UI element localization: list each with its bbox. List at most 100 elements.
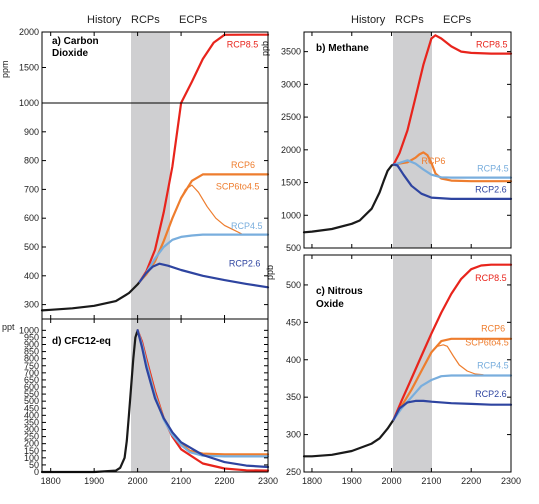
co2-ytick-label-800: 800 xyxy=(24,156,39,166)
cfc12-ytick-label-800: 800 xyxy=(24,354,39,364)
cfc12-ytick-label-950: 950 xyxy=(24,332,39,342)
ch4-line-rcp4-5 xyxy=(392,159,513,179)
cfc12-xtick-label-2000: 2000 xyxy=(128,476,148,486)
co2-ytick-label-900: 900 xyxy=(24,127,39,137)
co2-series-lines xyxy=(40,33,270,312)
n2o-label-scp6to4-5: SCP6to4.5 xyxy=(465,338,509,348)
co2-line-scp6to4-5 xyxy=(180,184,243,235)
cfc12-xtick-label-1900: 1900 xyxy=(84,476,104,486)
co2-label-rcp8-5: RCP8.5 xyxy=(227,40,259,50)
cfc12-xtick-label-2300: 2300 xyxy=(258,476,278,486)
n2o-ytick-label-450: 450 xyxy=(286,317,301,327)
panel-cfc12: 0501001502002503003504004505005506006507… xyxy=(2,318,278,486)
ch4-ytick-label-3000: 3000 xyxy=(281,79,301,89)
cfc12-ytick-label-250: 250 xyxy=(24,432,39,442)
cfc12-series-lines xyxy=(40,329,270,474)
co2-ylabel: ppm xyxy=(0,60,10,78)
cfc12-ytick-label-0: 0 xyxy=(34,467,39,477)
n2o-ylabel: ppb xyxy=(265,265,275,280)
co2-ytick-label-1000: 1000 xyxy=(19,98,39,108)
cfc12-ylabel: ppt xyxy=(2,322,15,332)
n2o-series-labels: RCP8.5 RCP6 SCP6to4.5 RCP4.5 RCP2.6 xyxy=(465,273,509,399)
n2o-xtick-label-2200: 2200 xyxy=(461,476,481,486)
period-label-history-right: History xyxy=(351,14,386,26)
co2-rcp-band xyxy=(131,32,170,319)
n2o-line-scp6to4-5 xyxy=(430,344,484,376)
n2o-xtick-label-2300: 2300 xyxy=(501,476,521,486)
n2o-ytick-label-350: 350 xyxy=(286,392,301,402)
ch4-series-lines xyxy=(302,34,513,234)
ch4-label-rcp8-5: RCP8.5 xyxy=(476,40,508,50)
co2-ytick-label-600: 600 xyxy=(24,213,39,223)
ch4-rcp-band xyxy=(393,32,432,248)
ch4-frame xyxy=(303,31,512,249)
cfc12-xtick-label-2100: 2100 xyxy=(171,476,191,486)
ch4-ytick-label-2000: 2000 xyxy=(281,145,301,155)
cfc12-ytick-label-300: 300 xyxy=(24,425,39,435)
ch4-title: b) Methane xyxy=(316,43,369,54)
n2o-x-ticks: 1800 1900 2000 2100 2200 2300 xyxy=(302,476,521,486)
cfc12-ytick-label-900: 900 xyxy=(24,340,39,350)
period-label-ecps-left: ECPs xyxy=(179,14,208,26)
n2o-xtick-label-2000: 2000 xyxy=(382,476,402,486)
n2o-frame xyxy=(303,254,512,473)
n2o-y-ticks: 250 300 350 400 450 500 xyxy=(286,255,512,477)
ch4-line-history xyxy=(302,163,395,234)
co2-line-history xyxy=(40,280,141,312)
period-label-history-left: History xyxy=(87,14,122,26)
co2-ytick-label-2000: 2000 xyxy=(19,27,39,37)
co2-ytick-label-700: 700 xyxy=(24,184,39,194)
n2o-label-rcp8-5: RCP8.5 xyxy=(475,273,507,283)
cfc12-xtick-label-2200: 2200 xyxy=(215,476,235,486)
cfc12-ytick-label-700: 700 xyxy=(24,368,39,378)
ch4-ytick-label-500: 500 xyxy=(286,243,301,253)
co2-ytick-label-300: 300 xyxy=(24,300,39,310)
ch4-label-rcp6: RCP6 xyxy=(421,156,445,166)
cfc12-xtick-label-1800: 1800 xyxy=(41,476,61,486)
cfc12-ytick-label-400: 400 xyxy=(24,410,39,420)
cfc12-ytick-label-750: 750 xyxy=(24,361,39,371)
n2o-xtick-label-2100: 2100 xyxy=(421,476,441,486)
n2o-ytick-label-500: 500 xyxy=(286,280,301,290)
n2o-ytick-label-300: 300 xyxy=(286,430,301,440)
n2o-ytick-label-250: 250 xyxy=(286,467,301,477)
n2o-label-rcp6: RCP6 xyxy=(481,323,505,333)
cfc12-ytick-label-650: 650 xyxy=(24,375,39,385)
n2o-label-rcp4-5: RCP4.5 xyxy=(477,361,509,371)
ch4-line-rcp2-6 xyxy=(392,163,513,200)
n2o-line-rcp8-5 xyxy=(392,263,513,421)
ch4-y-ticks: 500 1000 1500 2000 2500 3000 3500 xyxy=(281,32,512,253)
n2o-series-lines xyxy=(302,263,513,458)
co2-label-scp6to4-5: SCP6to4.5 xyxy=(216,181,260,191)
n2o-title-line2: Oxide xyxy=(316,299,344,310)
cfc12-line-rcp2-6 xyxy=(136,329,270,469)
cfc12-y-ticks: 0501001502002503003504004505005506006507… xyxy=(19,319,269,477)
cfc12-ytick-label-850: 850 xyxy=(24,347,39,357)
period-label-rcps-right: RCPs xyxy=(395,14,424,26)
co2-label-rcp2-6: RCP2.6 xyxy=(229,259,261,269)
n2o-label-rcp2-6: RCP2.6 xyxy=(475,389,507,399)
cfc12-ytick-label-1000: 1000 xyxy=(19,325,39,335)
ch4-line-rcp8-5 xyxy=(392,34,513,166)
cfc12-ytick-label-600: 600 xyxy=(24,382,39,392)
n2o-xtick-label-1900: 1900 xyxy=(342,476,362,486)
ch4-label-rcp4-5: RCP4.5 xyxy=(477,164,509,174)
cfc12-ytick-label-150: 150 xyxy=(24,446,39,456)
period-label-ecps-right: ECPs xyxy=(443,14,472,26)
cfc12-ytick-label-200: 200 xyxy=(24,439,39,449)
co2-line-rcp8-5 xyxy=(138,33,270,283)
n2o-ytick-label-400: 400 xyxy=(286,355,301,365)
cfc12-ytick-label-100: 100 xyxy=(24,453,39,463)
ch4-ytick-label-1000: 1000 xyxy=(281,210,301,220)
co2-line-rcp4-5 xyxy=(138,233,270,283)
co2-series-labels: RCP8.5 RCP6 SCP6to4.5 RCP4.5 RCP2.6 xyxy=(216,40,263,269)
co2-label-rcp6: RCP6 xyxy=(231,160,255,170)
co2-ytick-label-500: 500 xyxy=(24,242,39,252)
cfc12-x-ticks: 1800 1900 2000 2100 2200 2300 xyxy=(41,476,278,486)
co2-ytick-label-1500: 1500 xyxy=(19,63,39,73)
cfc12-line-history xyxy=(40,329,139,474)
ch4-ytick-label-2500: 2500 xyxy=(281,112,301,122)
